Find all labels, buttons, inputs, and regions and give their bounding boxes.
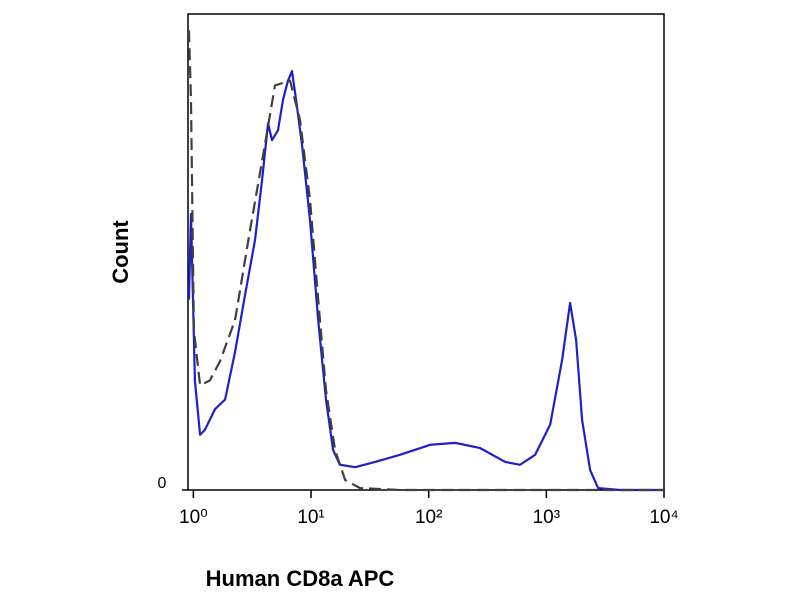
y-tick-label: 0 bbox=[158, 475, 167, 492]
x-tick-label: 10¹ bbox=[297, 507, 324, 528]
x-tick-label: 10⁰ bbox=[179, 507, 208, 528]
x-axis-label: Human CD8a APC bbox=[206, 566, 395, 591]
x-tick-label: 10³ bbox=[533, 507, 560, 528]
x-tick-label: 10² bbox=[415, 507, 442, 528]
y-axis-label: Count bbox=[108, 220, 133, 284]
series-line bbox=[187, 70, 664, 492]
x-tick-label: 10⁴ bbox=[649, 507, 678, 528]
series-line bbox=[187, 30, 664, 492]
plot-frame bbox=[187, 13, 665, 491]
